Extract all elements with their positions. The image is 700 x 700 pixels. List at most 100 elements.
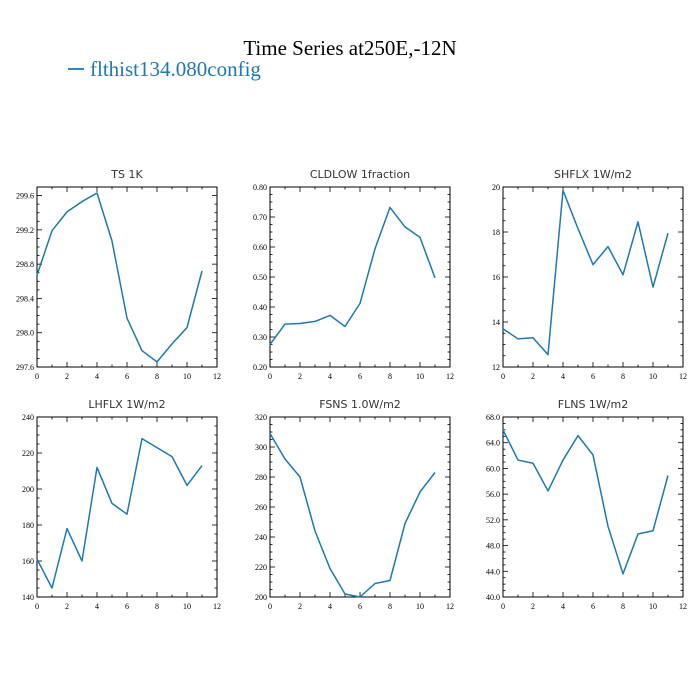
y-tick-label: 200 bbox=[255, 593, 267, 602]
x-tick-label: 4 bbox=[328, 602, 332, 611]
y-tick-label: 20 bbox=[492, 183, 500, 192]
series-line bbox=[502, 429, 669, 575]
x-tick-label: 2 bbox=[298, 372, 302, 381]
y-tick-label: 44.0 bbox=[486, 567, 500, 576]
y-tick-label: 0.60 bbox=[253, 243, 267, 252]
panel-title: TS 1K bbox=[110, 168, 143, 181]
x-tick-label: 0 bbox=[501, 372, 505, 381]
series-line bbox=[36, 192, 203, 363]
x-tick-label: 0 bbox=[501, 602, 505, 611]
x-tick-label: 6 bbox=[125, 372, 129, 381]
x-tick-label: 12 bbox=[679, 602, 687, 611]
panel-title: FLNS 1W/m2 bbox=[558, 398, 628, 411]
chart-panel-5: FLNS 1W/m2 0 2 4 6 8 10 12 40.0 44.0 48.0 52.0 56.0 6… bbox=[486, 398, 687, 611]
panel-title: FSNS 1.0W/m2 bbox=[319, 398, 401, 411]
y-tick-label: 240 bbox=[255, 533, 267, 542]
x-tick-label: 8 bbox=[155, 372, 159, 381]
y-tick-label: 0.20 bbox=[253, 363, 267, 372]
y-tick-label: 60.0 bbox=[486, 464, 500, 473]
y-tick-label: 320 bbox=[255, 413, 267, 422]
plot-frame bbox=[36, 186, 218, 368]
chart-panel-0: TS 1K 0 2 4 6 8 10 12 297.6 298.0 298.4 298.8 299.2 2… bbox=[16, 168, 221, 381]
x-tick-label: 8 bbox=[388, 602, 392, 611]
x-tick-label: 0 bbox=[268, 602, 272, 611]
y-tick-label: 220 bbox=[255, 563, 267, 572]
chart-panel-2: SHFLX 1W/m2 0 2 4 6 8 10 12 12 14 16 18 20 bbox=[492, 168, 687, 381]
chart-panel-1: CLDLOW 1fraction 0 2 4 6 8 10 12 0.20 0.30 0.40 0.5… bbox=[253, 168, 454, 381]
x-tick-label: 4 bbox=[328, 372, 332, 381]
panel-title: LHFLX 1W/m2 bbox=[88, 398, 165, 411]
x-tick-label: 12 bbox=[679, 372, 687, 381]
y-tick-label: 16 bbox=[492, 273, 500, 282]
series-line bbox=[36, 437, 203, 589]
x-tick-label: 12 bbox=[213, 602, 221, 611]
y-tick-label: 14 bbox=[492, 318, 500, 327]
y-tick-label: 299.6 bbox=[16, 192, 34, 201]
x-tick-label: 6 bbox=[358, 602, 362, 611]
plot-frame bbox=[269, 416, 451, 598]
x-tick-label: 4 bbox=[561, 372, 565, 381]
y-tick-label: 140 bbox=[22, 593, 34, 602]
y-tick-label: 56.0 bbox=[486, 490, 500, 499]
y-tick-label: 298.8 bbox=[16, 260, 34, 269]
series-line bbox=[269, 206, 436, 345]
series-line bbox=[269, 433, 436, 598]
y-tick-label: 0.50 bbox=[253, 273, 267, 282]
y-tick-label: 0.70 bbox=[253, 213, 267, 222]
y-tick-label: 298.0 bbox=[16, 329, 34, 338]
x-tick-label: 12 bbox=[213, 372, 221, 381]
y-tick-label: 280 bbox=[255, 473, 267, 482]
x-tick-label: 2 bbox=[65, 372, 69, 381]
x-tick-label: 2 bbox=[298, 602, 302, 611]
chart-panel-4: FSNS 1.0W/m2 0 2 4 6 8 10 12 200 220 240 260 280 300 3… bbox=[255, 398, 454, 611]
x-tick-label: 10 bbox=[416, 602, 424, 611]
x-tick-label: 0 bbox=[268, 372, 272, 381]
x-tick-label: 6 bbox=[591, 372, 595, 381]
y-tick-label: 64.0 bbox=[486, 439, 500, 448]
plot-frame bbox=[502, 416, 684, 598]
x-tick-label: 4 bbox=[95, 602, 99, 611]
y-tick-label: 200 bbox=[22, 485, 34, 494]
x-tick-label: 12 bbox=[446, 372, 454, 381]
x-tick-label: 10 bbox=[649, 602, 657, 611]
y-tick-label: 18 bbox=[492, 228, 500, 237]
y-tick-label: 40.0 bbox=[486, 593, 500, 602]
plot-frame bbox=[36, 416, 218, 598]
y-tick-label: 299.2 bbox=[16, 226, 34, 235]
x-tick-label: 10 bbox=[183, 602, 191, 611]
y-tick-label: 0.40 bbox=[253, 303, 267, 312]
x-tick-label: 0 bbox=[35, 372, 39, 381]
x-tick-label: 0 bbox=[35, 602, 39, 611]
y-tick-label: 0.30 bbox=[253, 333, 267, 342]
panel-title: SHFLX 1W/m2 bbox=[554, 168, 632, 181]
y-tick-label: 220 bbox=[22, 449, 34, 458]
y-tick-label: 48.0 bbox=[486, 542, 500, 551]
legend-label: flthist134.080config bbox=[90, 57, 261, 81]
y-tick-label: 160 bbox=[22, 557, 34, 566]
plot-frame bbox=[269, 186, 451, 368]
x-tick-label: 4 bbox=[561, 602, 565, 611]
y-tick-label: 298.4 bbox=[16, 294, 34, 303]
x-tick-label: 2 bbox=[65, 602, 69, 611]
legend: flthist134.080config bbox=[68, 57, 261, 81]
x-tick-label: 8 bbox=[621, 602, 625, 611]
y-tick-label: 12 bbox=[492, 363, 500, 372]
x-tick-label: 10 bbox=[649, 372, 657, 381]
x-tick-label: 10 bbox=[416, 372, 424, 381]
y-tick-label: 297.6 bbox=[16, 363, 34, 372]
chart-panel-3: LHFLX 1W/m2 0 2 4 6 8 10 12 140 160 180 200 220 240 bbox=[22, 398, 221, 611]
panel-title: CLDLOW 1fraction bbox=[310, 168, 410, 181]
x-tick-label: 8 bbox=[155, 602, 159, 611]
y-tick-label: 180 bbox=[22, 521, 34, 530]
x-tick-label: 12 bbox=[446, 602, 454, 611]
y-tick-label: 240 bbox=[22, 413, 34, 422]
x-tick-label: 6 bbox=[591, 602, 595, 611]
y-tick-label: 0.80 bbox=[253, 183, 267, 192]
x-tick-label: 2 bbox=[531, 372, 535, 381]
y-tick-label: 68.0 bbox=[486, 413, 500, 422]
y-tick-label: 300 bbox=[255, 443, 267, 452]
x-tick-label: 2 bbox=[531, 602, 535, 611]
series-line bbox=[502, 189, 669, 356]
x-tick-label: 4 bbox=[95, 372, 99, 381]
